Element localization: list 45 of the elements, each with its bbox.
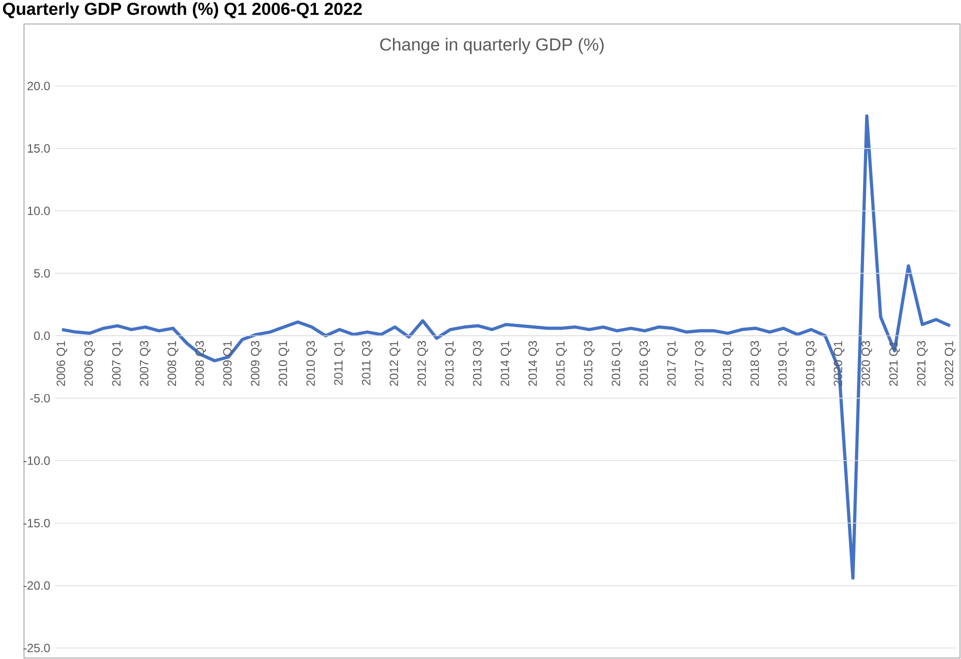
x-tick-label: 2007 Q3 [140,341,151,386]
x-tick-label: 2012 Q3 [417,341,428,386]
x-tick-label: 2021 Q3 [916,341,928,386]
x-tick-label: 2020 Q1 [834,341,844,386]
x-tick-label: 2010 Q3 [306,341,318,386]
y-tick-label: -15.0 [23,518,50,528]
y-tick-label: 0.0 [34,332,50,340]
x-tick-label: 2014 Q3 [528,341,540,386]
x-tick-label: 2013 Q3 [472,341,484,386]
x-tick-label: 2012 Q1 [390,341,400,386]
y-tick-label: -20.0 [23,581,50,590]
text: Quarterly GDP Growth (%) Q1 2006-Q1 2022 [2,2,362,18]
y-tick-label: -25.0 [23,644,50,652]
y-tick-label: 10.0 [28,206,50,216]
x-tick-label: 2008 Q3 [195,341,206,386]
x-tick-label: 2009 Q1 [223,341,234,386]
y-tick-label: -10.0 [23,456,50,465]
x-tick-label: 2006 Q1 [56,341,68,386]
x-tick-label: 2015 Q3 [584,341,595,386]
x-tick-label: 2006 Q3 [84,341,96,386]
x-tick-label: 2018 Q3 [750,341,762,386]
x-tick-label: 2013 Q1 [445,341,456,386]
x-tick-label: 2016 Q3 [639,341,650,386]
x-tick-label: 2008 Q1 [168,341,178,386]
x-tick-label: 2011 Q3 [362,341,373,386]
x-tick-label: 2020 Q3 [861,341,872,386]
y-tick-label: -5.0 [30,394,50,402]
x-tick-label: 2019 Q3 [806,341,817,386]
x-tick-label: 2018 Q1 [722,341,734,386]
x-tick-label: 2011 Q1 [334,341,345,386]
y-tick-label: 5.0 [34,269,50,278]
x-tick-label: 2015 Q1 [556,341,567,386]
x-tick-label: 2021 Q1 [889,341,900,386]
x-tick-label: 2009 Q3 [250,341,262,386]
chart-title: Change in quarterly GDP (%) [380,38,604,54]
x-tick-label: 2016 Q1 [612,341,622,386]
y-tick-label: 15.0 [28,144,50,153]
x-tick-label: 2019 Q1 [778,341,789,386]
y-tick-label: 20.0 [28,82,50,90]
x-tick-label: 2022 Q1 [944,341,956,386]
x-tick-label: 2014 Q1 [500,341,512,386]
x-tick-label: 2007 Q1 [112,341,123,386]
x-tick-label: 2017 Q1 [667,341,678,386]
x-tick-label: 2010 Q1 [278,341,290,386]
x-tick-label: 2017 Q3 [694,341,706,386]
